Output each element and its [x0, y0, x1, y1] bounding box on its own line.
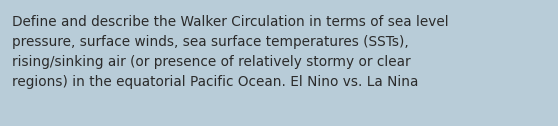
- Text: Define and describe the Walker Circulation in terms of sea level
pressure, surfa: Define and describe the Walker Circulati…: [12, 15, 449, 89]
